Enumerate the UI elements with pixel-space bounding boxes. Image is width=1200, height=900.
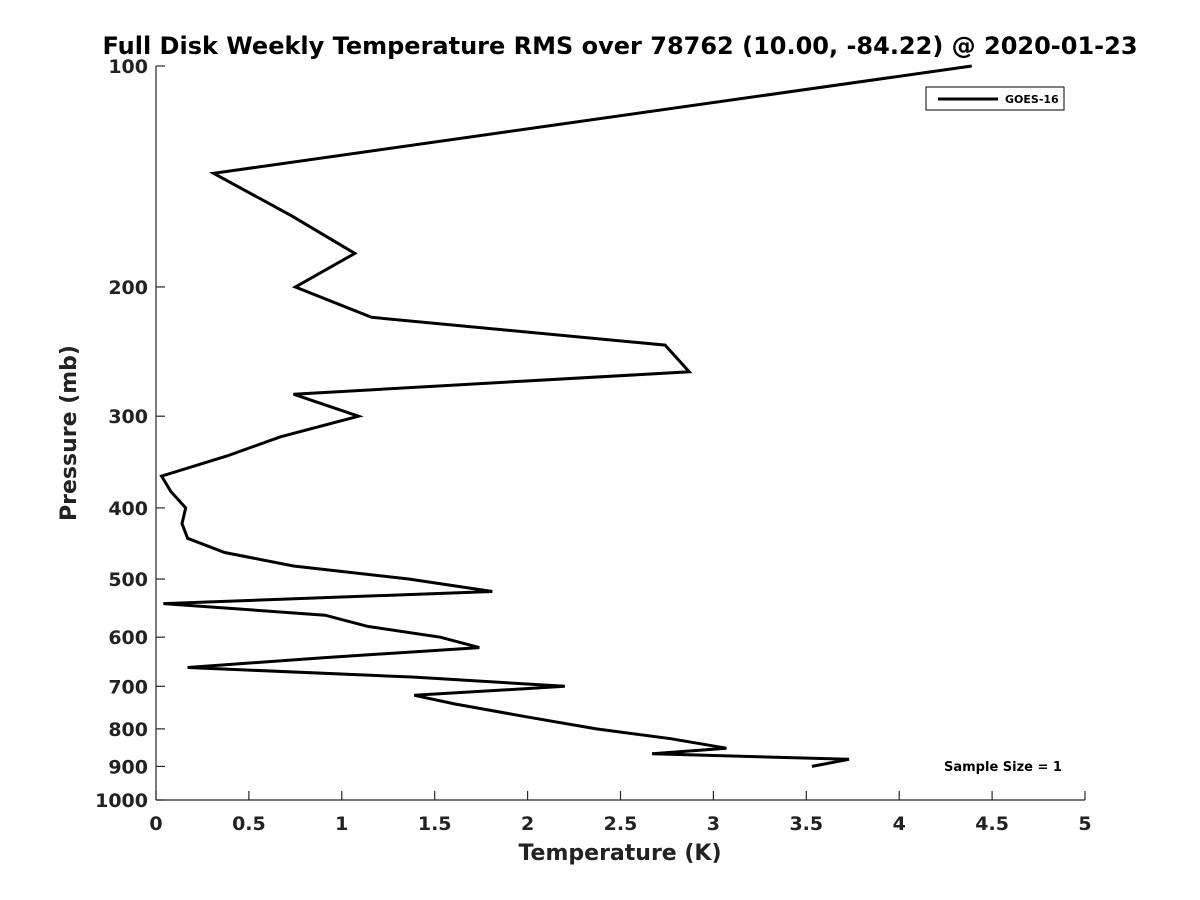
legend-entry-goes-16: GOES-16 — [1005, 93, 1059, 106]
legend: GOES-16 — [925, 86, 1065, 111]
y-axis-ticks: 100 200 300 400 500 600 700 800 900 1000 — [95, 56, 165, 812]
x-tick-label: 3 — [707, 813, 720, 835]
y-tick-label: 900 — [108, 756, 148, 778]
chart-title: Full Disk Weekly Temperature RMS over 78… — [102, 32, 1137, 60]
x-tick-label: 2.5 — [604, 813, 638, 835]
x-axis-ticks: 0 0.5 1 1.5 2 2.5 3 3.5 4 4.5 5 — [149, 791, 1092, 835]
y-tick-label: 600 — [108, 627, 148, 649]
y-axis-label: Pressure (mb) — [57, 345, 82, 521]
y-tick-label: 100 — [108, 56, 148, 78]
x-tick-label: 1.5 — [418, 813, 452, 835]
x-tick-label: 5 — [1078, 813, 1091, 835]
x-tick-label: 3.5 — [789, 813, 823, 835]
y-tick-label: 200 — [108, 277, 148, 299]
plot-area: 0 0.5 1 1.5 2 2.5 3 3.5 4 4.5 5 100 200 300 400 500 600… — [95, 56, 1092, 835]
x-tick-label: 4.5 — [975, 813, 1009, 835]
x-axis-label: Temperature (K) — [518, 841, 721, 866]
sample-size-annotation: Sample Size = 1 — [944, 760, 1062, 775]
y-tick-label: 400 — [108, 498, 148, 520]
series-line-goes-16 — [159, 64, 972, 768]
x-tick-label: 0.5 — [232, 813, 266, 835]
y-tick-label: 1000 — [95, 790, 148, 812]
x-tick-label: 1 — [335, 813, 348, 835]
series-group — [159, 64, 972, 768]
y-tick-label: 700 — [108, 676, 148, 698]
x-tick-label: 4 — [893, 813, 906, 835]
x-tick-label: 2 — [521, 813, 534, 835]
y-tick-label: 300 — [108, 406, 148, 428]
y-tick-label: 500 — [108, 569, 148, 591]
y-tick-label: 800 — [108, 719, 148, 741]
x-tick-label: 0 — [149, 813, 162, 835]
